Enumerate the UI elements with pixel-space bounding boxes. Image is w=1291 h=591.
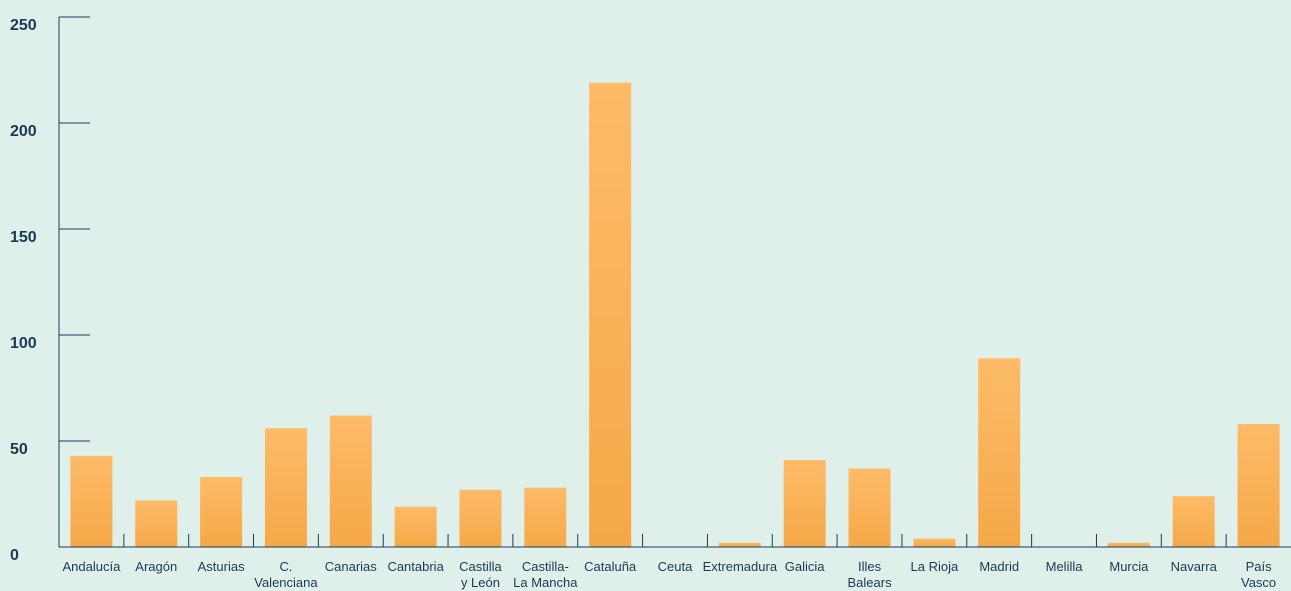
x-tick-label: Galicia	[785, 559, 826, 574]
x-tick-label: Extremadura	[703, 559, 778, 574]
y-tick-label: 50	[10, 441, 28, 458]
x-axis: Andalucía Aragón Asturias C. Valenciana Canar…	[59, 534, 1291, 590]
bar	[848, 468, 891, 547]
y-tick-label: 250	[10, 17, 37, 34]
x-tick-label: País Vasco	[1241, 559, 1276, 590]
bar	[913, 538, 956, 547]
x-tick-label: Melilla	[1046, 559, 1084, 574]
bar	[524, 487, 567, 547]
x-tick-label: Madrid	[979, 559, 1019, 574]
bars	[70, 82, 1280, 547]
x-tick-label: Murcia	[1109, 559, 1149, 574]
bar	[1237, 424, 1280, 547]
bar	[200, 477, 243, 547]
bar	[1172, 496, 1215, 547]
y-tick-label: 0	[10, 547, 19, 564]
x-tick-label: Cantabria	[387, 559, 444, 574]
y-tick-label: 100	[10, 335, 37, 352]
bar	[394, 506, 437, 547]
x-tick-label: Cataluña	[584, 559, 637, 574]
x-tick-label: La Rioja	[911, 559, 959, 574]
x-tick-label: Ceuta	[658, 559, 693, 574]
x-tick-label: C. Valenciana	[254, 559, 318, 590]
bar	[70, 455, 113, 547]
x-tick-label: Castilla y León	[459, 559, 502, 590]
bar	[978, 358, 1021, 547]
bar	[718, 542, 761, 547]
y-axis: 0 50 100 150 200 250	[10, 16, 90, 564]
y-tick-label: 200	[10, 123, 37, 140]
x-tick-label: Castilla-La Mancha	[513, 559, 578, 590]
x-tick-label: Navarra	[1171, 559, 1218, 574]
x-tick-label: Canarias	[325, 559, 378, 574]
bar	[459, 489, 502, 547]
bar	[1107, 542, 1150, 547]
x-tick-label: Illes Balears	[847, 559, 892, 590]
bar	[135, 500, 178, 547]
x-tick-label: Asturias	[198, 559, 245, 574]
bar	[329, 415, 372, 547]
bar	[783, 460, 826, 547]
x-tick-label: Andalucía	[63, 559, 122, 574]
bar	[264, 428, 307, 547]
y-tick-label: 150	[10, 229, 37, 246]
x-tick-label: Aragón	[135, 559, 177, 574]
bar	[589, 82, 632, 547]
